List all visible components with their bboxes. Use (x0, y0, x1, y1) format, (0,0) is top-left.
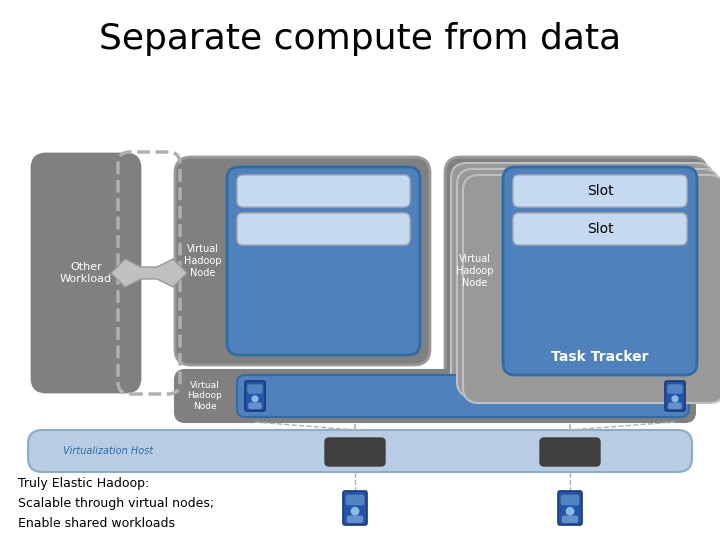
Text: Slot: Slot (587, 184, 613, 198)
Circle shape (351, 507, 359, 516)
FancyBboxPatch shape (513, 213, 687, 245)
FancyBboxPatch shape (503, 167, 697, 375)
FancyBboxPatch shape (237, 375, 689, 417)
FancyBboxPatch shape (667, 384, 683, 394)
FancyBboxPatch shape (445, 157, 707, 385)
Text: Truly Elastic Hadoop:
Scalable through virtual nodes;
Enable shared workloads: Truly Elastic Hadoop: Scalable through v… (18, 477, 214, 530)
FancyBboxPatch shape (463, 175, 720, 403)
Text: Virtual
Hadoop
Node: Virtual Hadoop Node (184, 245, 222, 278)
Text: Virtual
Hadoop
Node: Virtual Hadoop Node (188, 381, 222, 411)
Text: Task Tracker: Task Tracker (552, 350, 649, 364)
FancyBboxPatch shape (28, 430, 692, 472)
Text: Datanode: Datanode (423, 387, 503, 405)
Text: Other
Workload: Other Workload (60, 262, 112, 284)
FancyBboxPatch shape (457, 169, 719, 397)
Text: VMDK: VMDK (552, 447, 588, 457)
FancyBboxPatch shape (513, 175, 687, 207)
Text: Virtualization Host: Virtualization Host (63, 446, 153, 456)
Text: VMDK: VMDK (338, 447, 372, 457)
FancyBboxPatch shape (237, 175, 410, 207)
Circle shape (251, 395, 258, 402)
FancyBboxPatch shape (237, 213, 410, 245)
FancyBboxPatch shape (665, 381, 685, 411)
Text: Separate compute from data: Separate compute from data (99, 22, 621, 56)
FancyBboxPatch shape (668, 402, 682, 409)
FancyBboxPatch shape (245, 381, 265, 411)
FancyBboxPatch shape (540, 438, 600, 466)
Text: Slot: Slot (587, 222, 613, 236)
FancyBboxPatch shape (558, 491, 582, 525)
Circle shape (566, 507, 575, 516)
FancyBboxPatch shape (451, 163, 713, 391)
FancyBboxPatch shape (561, 495, 580, 505)
Text: Slot: Slot (310, 184, 337, 198)
FancyBboxPatch shape (343, 491, 367, 525)
FancyBboxPatch shape (346, 495, 364, 505)
Text: Slot: Slot (310, 222, 337, 236)
Circle shape (671, 395, 679, 402)
FancyBboxPatch shape (175, 157, 430, 365)
Text: Virtual
Hadoop
Node: Virtual Hadoop Node (456, 254, 494, 288)
FancyBboxPatch shape (247, 384, 263, 394)
FancyBboxPatch shape (227, 167, 420, 355)
Polygon shape (111, 259, 187, 287)
FancyBboxPatch shape (248, 402, 262, 409)
Text: Task Tracker: Task Tracker (275, 330, 372, 344)
FancyBboxPatch shape (347, 516, 363, 523)
FancyBboxPatch shape (562, 516, 578, 523)
FancyBboxPatch shape (325, 438, 385, 466)
FancyBboxPatch shape (32, 154, 140, 392)
FancyBboxPatch shape (175, 370, 695, 422)
